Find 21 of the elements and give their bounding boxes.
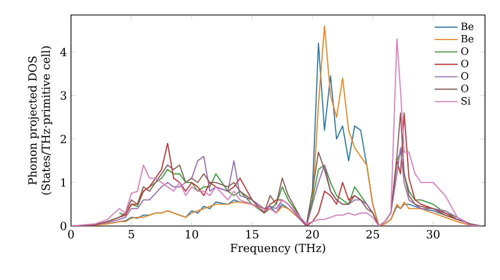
y-tick-label: 0	[60, 222, 66, 230]
y-tick-label: 4	[60, 48, 66, 56]
y-axis-title: Phonon projected DOS (States/THz·primitive cell)	[28, 46, 52, 195]
y-tick-label: 1	[61, 178, 66, 187]
x-tick-label: 0	[68, 230, 74, 238]
x-axis-title: Frequency (THz)	[230, 244, 326, 255]
legend-label: O	[461, 84, 468, 92]
legend-label: Be	[461, 35, 474, 42]
y-tick-label: 3	[60, 91, 66, 100]
x-tick-label: 20	[306, 230, 319, 238]
legend-label: O	[461, 47, 468, 55]
x-tick-label: 30	[426, 230, 440, 238]
x-tick-label: 15	[246, 230, 258, 238]
x-tick-label: 10	[186, 230, 198, 238]
legend-label: Si	[461, 97, 470, 105]
legend-label: Be	[461, 22, 474, 30]
y-tick-label: 2	[60, 134, 66, 144]
legend-label: O	[461, 60, 468, 68]
x-tick-label: 25	[366, 230, 380, 238]
x-tick-label: 5	[128, 230, 134, 238]
legend-label: O	[461, 72, 468, 80]
